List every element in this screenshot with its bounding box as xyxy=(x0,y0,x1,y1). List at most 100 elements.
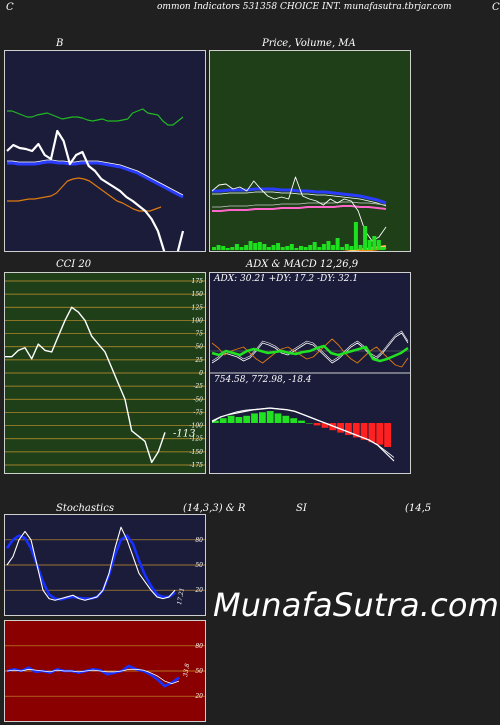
stoch-subtitle: (14,3,3) & R xyxy=(183,503,246,514)
stoch-value-label: 17.21 xyxy=(176,587,186,605)
header-right-char: C xyxy=(492,2,500,13)
volume-bar xyxy=(271,245,276,250)
macd-histogram-bar xyxy=(212,420,219,423)
volume-bar xyxy=(266,247,271,250)
volume-bar xyxy=(244,245,249,250)
stochastics-chart: 80 50 20 17.21 xyxy=(5,526,205,605)
rsi-panel: 80 50 20 33.8 xyxy=(4,620,206,722)
minus-di-line xyxy=(211,338,409,368)
volume-bar xyxy=(363,226,368,250)
macd-histogram-bar xyxy=(345,423,352,435)
macd-histogram-bar xyxy=(384,423,391,447)
macd-histogram-bar xyxy=(305,423,313,424)
plus-di-line-2 xyxy=(211,330,409,362)
volume-bar xyxy=(321,244,326,250)
cci-tick-label: 100 xyxy=(192,317,204,324)
volume-bar xyxy=(312,242,317,250)
cci-tick-label: 50 xyxy=(195,344,203,351)
cci-line xyxy=(5,306,166,464)
cci-tick-label: -50 xyxy=(193,396,203,403)
cci-tick-label: -25 xyxy=(193,383,203,390)
cci-tick-label: 75 xyxy=(195,331,203,338)
volume-bar xyxy=(326,241,331,250)
cci-chart: 175 150 125 100 75 50 25 0 -25 -50 -75 -100 -125 -150… xyxy=(5,278,205,469)
volume-bar xyxy=(234,244,239,250)
macd-histogram-bar xyxy=(337,423,344,433)
price-line xyxy=(211,176,387,242)
boll-upper-line xyxy=(7,108,184,126)
macd-histogram-bar xyxy=(321,423,329,428)
macd-histogram-bar xyxy=(227,415,235,423)
price-title: Price, Volume, MA xyxy=(262,38,356,49)
macd-histogram-bar xyxy=(274,413,282,423)
cci-panel: 175 150 125 100 75 50 25 0 -25 -50 -75 -100 -125 -150… xyxy=(4,272,206,474)
watermark: MunafaSutra.com xyxy=(213,586,500,624)
volume-bar xyxy=(367,240,372,250)
cci-value-label: -113 xyxy=(173,428,195,439)
macd-histogram-bar xyxy=(219,418,227,423)
volume-bar xyxy=(372,236,377,250)
boll-price-line xyxy=(6,129,185,251)
adx-readout: ADX: 30.21 +DY: 17.2 -DY: 32.1 xyxy=(214,274,359,284)
volume-bar xyxy=(349,246,354,250)
rsi-signal-line xyxy=(6,668,180,684)
cci-tick-label: -150 xyxy=(190,449,204,456)
volume-bar xyxy=(221,246,226,250)
volume-bar xyxy=(257,242,262,250)
volume-bar xyxy=(344,244,349,250)
page-title: ommon Indicators 531358 CHOICE INT. muna… xyxy=(157,2,452,12)
volume-bar xyxy=(331,245,336,250)
macd-histogram-bar xyxy=(376,423,384,445)
volume-bar xyxy=(340,247,345,250)
macd-histogram-bar xyxy=(259,412,266,423)
price-chart xyxy=(211,176,387,251)
cci-tick-label: -100 xyxy=(190,423,204,430)
rsi-tick-label: 80 xyxy=(195,643,203,650)
cci-tick-label: -175 xyxy=(190,462,204,469)
volume-bar xyxy=(276,243,281,250)
bollinger-panel xyxy=(4,50,206,252)
rsi-subtitle: (14,5 xyxy=(405,503,432,514)
rsi-title: SI xyxy=(296,503,307,514)
stoch-title: Stochastics xyxy=(56,503,114,514)
stochastics-panel: 80 50 20 17.21 xyxy=(4,514,206,616)
rsi-tick-label: 20 xyxy=(194,693,203,700)
cci-tick-label: 0 xyxy=(199,370,203,377)
ma-white-line xyxy=(212,191,387,207)
cci-title: CCI 20 xyxy=(56,259,92,270)
rsi-tick-label: 50 xyxy=(195,668,203,675)
bollinger-title: B xyxy=(56,38,64,49)
volume-bar xyxy=(239,247,244,250)
adx-line xyxy=(211,344,409,363)
macd-histogram-bar xyxy=(298,420,305,423)
stoch-k-line xyxy=(6,526,176,601)
macd-histogram-bar xyxy=(282,415,290,423)
rsi-chart: 80 50 20 33.8 xyxy=(5,643,205,700)
rsi-line xyxy=(6,664,180,688)
ma-blue-line xyxy=(212,187,387,205)
plus-di-line xyxy=(211,332,409,364)
bollinger-chart xyxy=(6,108,185,251)
cci-tick-label: -125 xyxy=(190,436,204,443)
volume-bar xyxy=(294,248,299,250)
volume-bar xyxy=(381,247,386,250)
stoch-tick-label: 50 xyxy=(195,562,203,569)
adx-chart xyxy=(210,330,410,462)
macd-histogram-bar xyxy=(290,418,298,423)
macd-signal-line xyxy=(211,407,395,458)
macd-histogram-bar xyxy=(235,417,243,423)
price-panel xyxy=(209,50,411,252)
stoch-tick-label: 20 xyxy=(194,587,203,594)
macd-histogram-bar xyxy=(243,415,251,423)
adx-title: ADX & MACD 12,26,9 xyxy=(246,259,359,270)
cci-tick-label: 150 xyxy=(192,291,204,298)
boll-lower-line xyxy=(7,177,162,212)
volume-bar xyxy=(253,243,258,250)
volume-bar xyxy=(280,247,285,250)
header-left-char: C xyxy=(6,2,14,13)
macd-histogram-bar xyxy=(313,423,321,426)
volume-bar xyxy=(285,246,290,250)
volume-bar xyxy=(230,247,235,250)
volume-bar xyxy=(248,241,253,250)
rsi-value-label: 33.8 xyxy=(182,663,191,678)
